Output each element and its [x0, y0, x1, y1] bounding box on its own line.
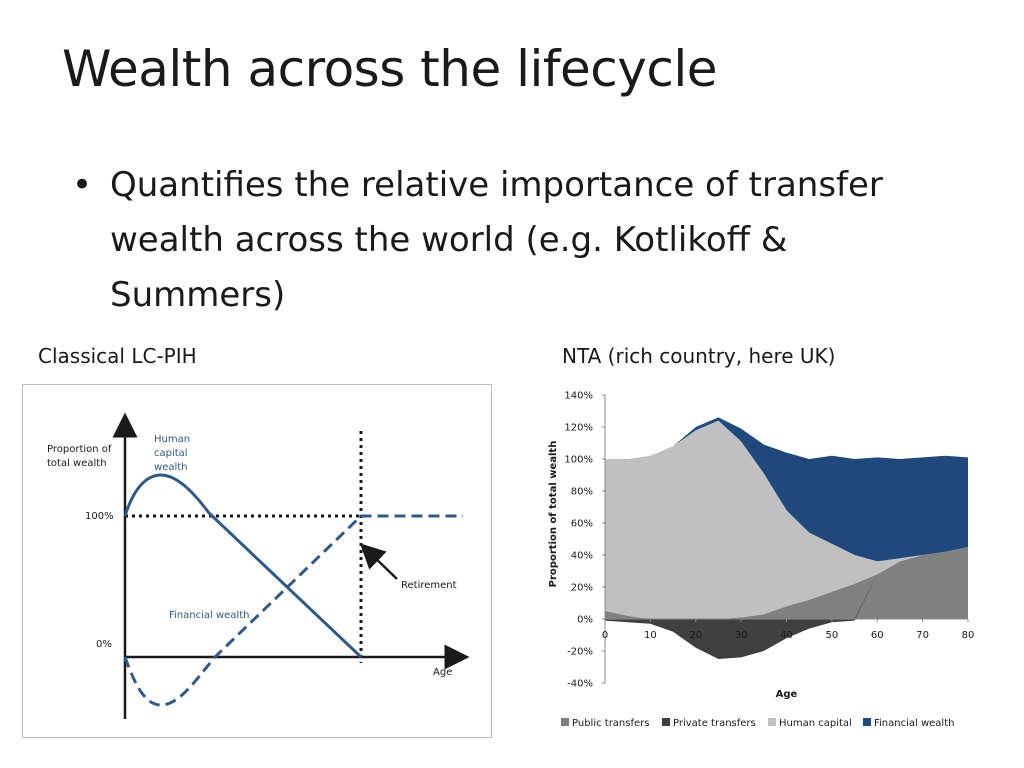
financial-wealth-curve: [123, 514, 463, 707]
y-tick-label: 40%: [571, 551, 593, 562]
x-tick-label: 0: [602, 630, 608, 641]
y-tick-label: -40%: [567, 679, 593, 690]
lc-pih-chart-panel: Proportion of total wealth 100% 0% Age H…: [22, 384, 492, 738]
area-financial-wealth: [605, 417, 968, 562]
area-private-transfers: [605, 547, 968, 659]
y-axis-label: Proportion of total wealth: [548, 441, 559, 588]
legend-item-private-transfers: Private transfers: [662, 718, 756, 729]
x-axis-label: Age: [776, 689, 798, 700]
legend-swatch: [863, 718, 871, 726]
legend-label: Private transfers: [673, 718, 756, 729]
area-public-transfers: [605, 547, 968, 619]
human-capital-label-line1: Human: [154, 434, 190, 445]
y-tick-label: 20%: [571, 583, 593, 594]
x-tick-label: 60: [871, 630, 884, 641]
financial-wealth-label: Financial wealth: [169, 610, 249, 621]
nta-chart-panel: 140% 120% 100% 80% 60% 40% 20% 0% -20% -40% 0 10 20 3…: [540, 380, 980, 742]
y-tick-label: -20%: [567, 647, 593, 658]
y-tick-label: 120%: [564, 423, 593, 434]
human-capital-label-line3: wealth: [154, 462, 188, 473]
y-tick-label: 100%: [564, 455, 593, 466]
x-tick-label: 40: [780, 630, 793, 641]
lc-pih-chart: Proportion of total wealth 100% 0% Age H…: [47, 412, 470, 719]
legend-item-financial-wealth: Financial wealth: [863, 718, 954, 729]
bullet-point: • Quantifies the relative importance of …: [72, 158, 972, 323]
bullet-text: Quantifies the relative importance of tr…: [110, 165, 883, 315]
retirement-label: Retirement: [401, 580, 457, 591]
y-tick-label: 140%: [564, 391, 593, 402]
legend-label: Human capital: [779, 718, 852, 729]
x-tick-label: 80: [962, 630, 975, 641]
caption-nta-uk: NTA (rich country, here UK): [562, 344, 836, 368]
tick-label-100: 100%: [85, 511, 114, 522]
legend-item-public-transfers: Public transfers: [561, 718, 649, 729]
legend-swatch: [561, 718, 569, 726]
nta-chart: 140% 120% 100% 80% 60% 40% 20% 0% -20% -40% 0 10 20 3…: [548, 391, 974, 730]
nta-legend: Public transfers Private transfers Human c…: [561, 718, 954, 729]
legend-swatch: [768, 718, 776, 726]
y-tick-label: 60%: [571, 519, 593, 530]
x-tick-label: 50: [826, 630, 839, 641]
caption-classical-lc-pih: Classical LC-PIH: [38, 344, 197, 368]
x-tick-label: 10: [644, 630, 657, 641]
x-tick-label: 30: [735, 630, 748, 641]
y-tick-label: 80%: [571, 487, 593, 498]
legend-swatch: [662, 718, 670, 726]
slide-title: Wealth across the lifecycle: [62, 40, 717, 98]
retirement-arrow: [360, 543, 398, 580]
y-axis-label-line1: Proportion of: [47, 444, 112, 455]
tick-label-0: 0%: [96, 639, 112, 650]
bullet-glyph: •: [72, 165, 93, 205]
y-axis-label-line2: total wealth: [47, 458, 107, 469]
human-capital-label-line2: capital: [154, 448, 188, 459]
x-tick-label: 70: [916, 630, 929, 641]
nta-axes: 140% 120% 100% 80% 60% 40% 20% 0% -20% -40% 0 10 20 3…: [548, 391, 974, 701]
legend-item-human-capital: Human capital: [768, 718, 852, 729]
area-human-capital: [605, 420, 968, 619]
legend-label: Public transfers: [572, 718, 649, 729]
nta-areas: [605, 417, 968, 659]
x-axis-label: Age: [433, 667, 452, 678]
human-capital-curve: [123, 473, 363, 659]
x-tick-label: 20: [689, 630, 702, 641]
legend-label: Financial wealth: [874, 718, 954, 729]
y-tick-label: 0%: [577, 615, 593, 626]
